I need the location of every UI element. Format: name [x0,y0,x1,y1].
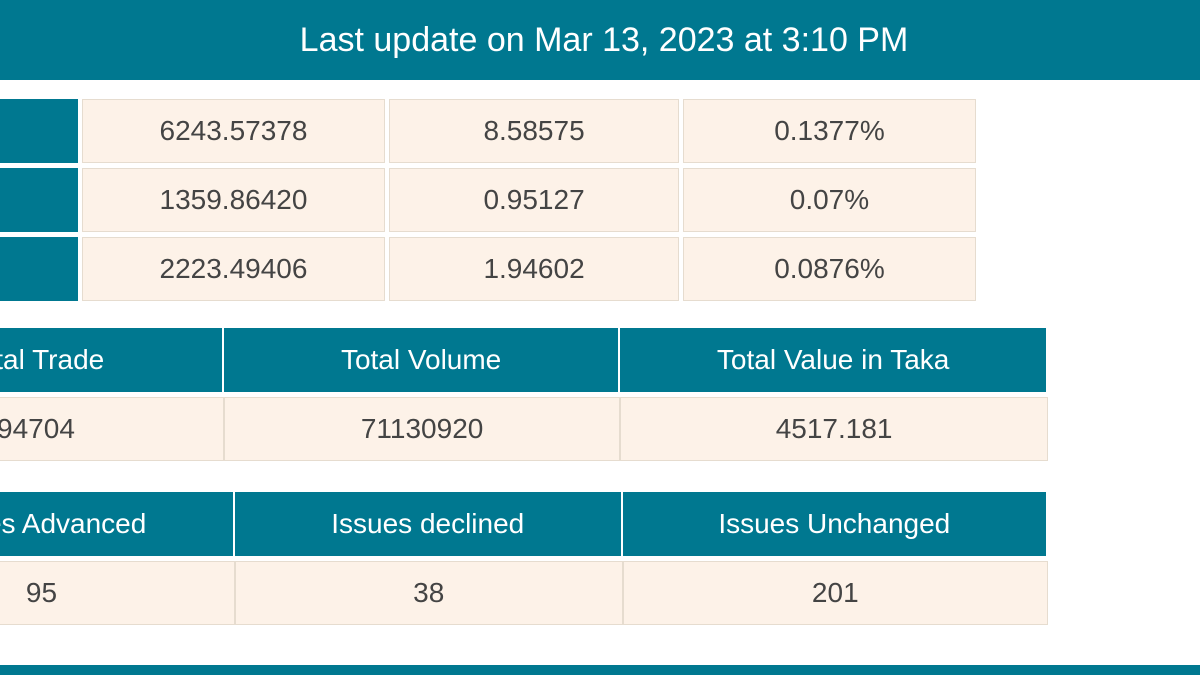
issues-declined-header: Issues declined [234,492,623,556]
index-name-cell: lex [0,168,78,232]
trade-stats-table: Total Trade Total Volume Total Value in … [0,328,1048,461]
issues-unchanged-value: 201 [622,561,1048,625]
index-name-cell: ex [0,237,78,301]
total-value-header: Total Value in Taka [620,328,1048,392]
index-row: lex 6243.57378 8.58575 0.1377% [0,99,976,163]
index-value: 6243.57378 [81,99,386,163]
index-value: 1359.86420 [81,168,386,232]
issues-advanced-value: 95 [0,561,235,625]
trade-stats-header-row: Total Trade Total Volume Total Value in … [0,328,1048,392]
index-percent: 0.0876% [682,237,976,301]
issues-stats-value-row: 95 38 201 [0,561,1048,625]
index-change: 8.58575 [389,99,679,163]
issues-declined-value: 38 [234,561,623,625]
issues-stats-header-row: Issues Advanced Issues declined Issues U… [0,492,1048,556]
issues-stats-table: Issues Advanced Issues declined Issues U… [0,492,1048,625]
next-section-header-bar [0,665,1200,675]
index-change: 1.94602 [389,237,679,301]
index-value: 2223.49406 [81,237,386,301]
index-name-cell: lex [0,99,78,163]
index-table: lex 6243.57378 8.58575 0.1377% lex 1359.… [0,94,980,306]
trade-stats-value-row: 94704 71130920 4517.181 [0,397,1048,461]
index-percent: 0.1377% [682,99,976,163]
total-trade-header: Total Trade [0,328,224,392]
index-change: 0.95127 [389,168,679,232]
issues-advanced-header: Issues Advanced [0,492,235,556]
last-update-text: Last update on Mar 13, 2023 at 3:10 PM [299,21,909,59]
index-percent: 0.07% [682,168,976,232]
total-volume-header: Total Volume [223,328,621,392]
total-trade-value: 94704 [0,397,224,461]
last-update-banner: Last update on Mar 13, 2023 at 3:10 PM [0,0,1200,80]
issues-unchanged-header: Issues Unchanged [622,492,1048,556]
index-row: ex 2223.49406 1.94602 0.0876% [0,237,976,301]
index-row: lex 1359.86420 0.95127 0.07% [0,168,976,232]
total-volume-value: 71130920 [223,397,621,461]
total-value-value: 4517.181 [620,397,1048,461]
